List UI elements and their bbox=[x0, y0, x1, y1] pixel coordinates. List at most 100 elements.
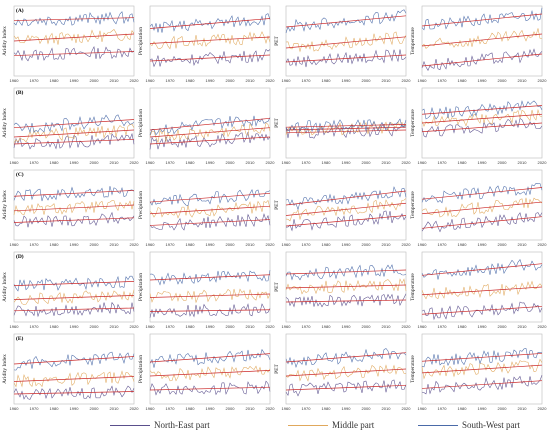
x-tick-label: 2010 bbox=[110, 160, 120, 165]
trend-line-0 bbox=[149, 309, 271, 312]
trend-line-2 bbox=[149, 274, 271, 281]
trend-line-2 bbox=[421, 187, 543, 200]
x-tick-label: 1980 bbox=[458, 160, 468, 165]
x-tick-label: 1960 bbox=[146, 324, 156, 329]
x-tick-label: 2000 bbox=[362, 160, 372, 165]
series-line-0 bbox=[149, 213, 271, 231]
series-line-1 bbox=[149, 365, 271, 382]
series-line-2 bbox=[149, 188, 271, 206]
panel-4-0: Aridity Index 1960 1970 1980 1990 2000 2010 202… bbox=[2, 333, 139, 411]
trend-line-1 bbox=[13, 129, 135, 138]
series-line-0 bbox=[13, 301, 135, 318]
x-tick-label: 2010 bbox=[246, 406, 256, 411]
series-line-2 bbox=[285, 9, 407, 34]
x-tick-label: 1980 bbox=[322, 242, 332, 247]
series-line-0 bbox=[149, 48, 271, 68]
x-tick-label: 1970 bbox=[166, 160, 176, 165]
y-axis-label: PET bbox=[274, 35, 280, 45]
x-tick-label: 1980 bbox=[322, 406, 332, 411]
x-tick-label: 1960 bbox=[418, 78, 428, 83]
trend-line-1 bbox=[421, 364, 543, 374]
x-tick-label: 2000 bbox=[226, 324, 236, 329]
trend-line-1 bbox=[285, 284, 407, 289]
x-tick-label: 2000 bbox=[498, 324, 508, 329]
x-tick-label: 1980 bbox=[322, 324, 332, 329]
x-tick-label: 2010 bbox=[518, 242, 528, 247]
x-tick-label: 1990 bbox=[342, 324, 352, 329]
x-tick-label: 1990 bbox=[342, 160, 352, 165]
x-tick-label: 1990 bbox=[206, 324, 216, 329]
trend-line-0 bbox=[149, 219, 271, 226]
x-tick-label: 1980 bbox=[322, 78, 332, 83]
y-axis-label: Precipitation bbox=[138, 27, 144, 55]
series-line-0 bbox=[13, 211, 135, 228]
y-axis-label: Aridity Index bbox=[2, 26, 8, 56]
x-tick-label: 2020 bbox=[266, 160, 276, 165]
panel-frame bbox=[149, 333, 271, 405]
x-tick-label: 2000 bbox=[362, 324, 372, 329]
x-tick-label: 1960 bbox=[146, 242, 156, 247]
panel-4-1: Precipitation 1960 1970 1980 1990 2000 2010 202… bbox=[138, 333, 276, 411]
series-line-0 bbox=[285, 379, 407, 397]
series-line-1 bbox=[13, 200, 135, 216]
series-line-2 bbox=[421, 7, 543, 31]
x-tick-label: 1970 bbox=[166, 324, 176, 329]
trend-line-1 bbox=[13, 204, 135, 212]
x-tick-label: 1980 bbox=[50, 160, 60, 165]
x-tick-label: 1990 bbox=[70, 324, 80, 329]
panel-4-2: PET 1960 1970 1980 1990 2000 2010 2020 bbox=[274, 333, 411, 411]
trend-line-2 bbox=[13, 190, 135, 197]
series-line-1 bbox=[13, 28, 135, 45]
series-line-2 bbox=[149, 13, 271, 33]
row-label: (D) bbox=[16, 253, 24, 260]
trend-line-1 bbox=[285, 368, 407, 377]
y-axis-label: PET bbox=[274, 281, 280, 291]
x-tick-label: 2010 bbox=[110, 78, 120, 83]
x-tick-label: 1990 bbox=[478, 324, 488, 329]
x-tick-label: 2000 bbox=[90, 160, 100, 165]
trend-line-2 bbox=[285, 269, 407, 275]
trend-line-1 bbox=[149, 127, 271, 138]
x-tick-label: 1970 bbox=[438, 160, 448, 165]
series-line-2 bbox=[13, 11, 135, 27]
trend-line-1 bbox=[285, 202, 407, 216]
y-axis-label: Precipitation bbox=[138, 109, 144, 137]
row-label: (C) bbox=[16, 171, 24, 178]
x-tick-label: 1990 bbox=[70, 160, 80, 165]
x-tick-label: 2020 bbox=[266, 406, 276, 411]
x-tick-label: 2020 bbox=[130, 324, 140, 329]
x-tick-label: 1980 bbox=[186, 78, 196, 83]
x-tick-label: 2010 bbox=[382, 242, 392, 247]
x-tick-label: 1960 bbox=[10, 324, 20, 329]
trend-line-0 bbox=[13, 138, 135, 145]
y-axis-label: Aridity Index bbox=[2, 272, 8, 302]
x-tick-label: 1970 bbox=[302, 160, 312, 165]
x-tick-label: 1970 bbox=[166, 406, 176, 411]
trend-line-1 bbox=[13, 295, 135, 300]
y-axis-label: Temperature bbox=[410, 191, 416, 219]
series-line-1 bbox=[13, 123, 135, 143]
x-tick-label: 1980 bbox=[186, 160, 196, 165]
panel-frame bbox=[149, 87, 271, 159]
trend-line-0 bbox=[285, 215, 407, 227]
trend-line-2 bbox=[285, 15, 407, 28]
panel-frame bbox=[421, 87, 543, 159]
panel-3-2: PET 1960 1970 1980 1990 2000 2010 2020 bbox=[274, 251, 412, 329]
series-line-2 bbox=[285, 348, 407, 369]
x-tick-label: 2000 bbox=[362, 242, 372, 247]
series-line-0 bbox=[285, 210, 407, 232]
x-tick-label: 1980 bbox=[458, 78, 468, 83]
x-tick-label: 1960 bbox=[146, 78, 156, 83]
series-line-1 bbox=[285, 364, 407, 382]
series-line-1 bbox=[149, 288, 271, 304]
x-tick-label: 1990 bbox=[478, 242, 488, 247]
x-tick-label: 1970 bbox=[30, 242, 40, 247]
trend-line-2 bbox=[13, 356, 135, 365]
x-tick-label: 1960 bbox=[282, 406, 292, 411]
x-tick-label: 2020 bbox=[402, 324, 412, 329]
y-axis-label: Temperature bbox=[410, 355, 416, 383]
x-tick-label: 2020 bbox=[538, 242, 548, 247]
x-tick-label: 1970 bbox=[30, 160, 40, 165]
series-line-2 bbox=[421, 182, 543, 204]
trend-line-1 bbox=[285, 126, 407, 131]
